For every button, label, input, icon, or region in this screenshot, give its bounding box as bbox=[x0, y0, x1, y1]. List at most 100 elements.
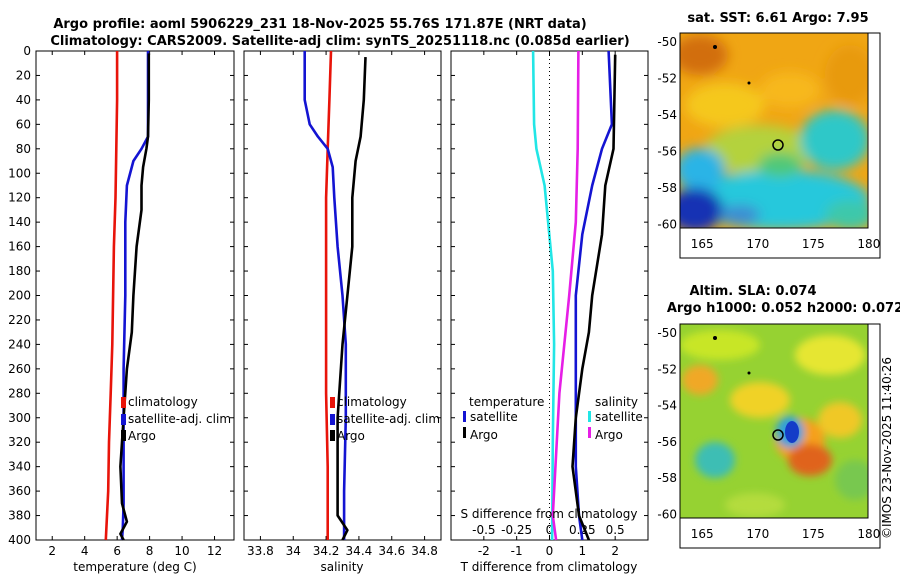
depth-tick-label: 260 bbox=[8, 362, 31, 376]
depth-tick-label: 60 bbox=[16, 117, 31, 131]
legend-label-s-satellite: satellite bbox=[595, 410, 643, 424]
depth-tick-label: 200 bbox=[8, 289, 31, 303]
legend-label-t-argo: Argo bbox=[470, 428, 498, 442]
main-title: Argo profile: aoml 5906229_231 18-Nov-20… bbox=[53, 17, 586, 32]
depth-tick-label: 280 bbox=[8, 386, 31, 400]
float-track-sst bbox=[713, 45, 717, 49]
map-lon-tick: 165 bbox=[691, 527, 714, 541]
map-lon-tick: 180 bbox=[857, 237, 880, 251]
legend-swatch-argo bbox=[121, 430, 126, 441]
map-lat-tick: -54 bbox=[657, 108, 677, 122]
t-difference-axis-label: T difference from climatology bbox=[460, 560, 638, 574]
map-lat-tick: -60 bbox=[657, 507, 677, 521]
x-tick-label: 34 bbox=[286, 544, 301, 558]
map-lat-tick: -56 bbox=[657, 144, 677, 158]
series-line-argo bbox=[336, 57, 367, 541]
x2-tick-label: 0 bbox=[546, 523, 554, 537]
depth-tick-label: 320 bbox=[8, 435, 31, 449]
x-tick-label: 10 bbox=[174, 544, 189, 558]
depth-tick-label: 300 bbox=[8, 411, 31, 425]
series-line-climatology bbox=[324, 50, 333, 540]
sst-map-title: sat. SST: 6.61 Argo: 7.95 bbox=[687, 11, 868, 26]
temperature-axis-label: temperature (deg C) bbox=[73, 560, 196, 574]
map-axes-box bbox=[679, 323, 881, 549]
legend-swatch-climatology bbox=[330, 397, 335, 408]
argo-float-location-sla bbox=[772, 429, 784, 441]
legend-swatch-t-argo bbox=[463, 427, 466, 438]
legend-label-t-satellite: satellite bbox=[470, 410, 518, 424]
legend-header-salinity: salinity bbox=[595, 395, 638, 409]
depth-tick-label: 160 bbox=[8, 240, 31, 254]
x2-tick-label: -0.5 bbox=[472, 523, 495, 537]
s-difference-axis-label: S difference from climatology bbox=[461, 507, 638, 521]
sst-map-image bbox=[680, 33, 868, 228]
x-tick-label: 6 bbox=[113, 544, 121, 558]
map-lat-tick: -54 bbox=[657, 399, 677, 413]
argo-float-location-sst bbox=[772, 139, 784, 151]
temperature-plot: 2 4 6 8 10 12 bbox=[48, 51, 222, 558]
sla-map-subtitle: Argo h1000: 0.052 h2000: 0.072 bbox=[667, 301, 900, 316]
series-line-argo bbox=[119, 53, 151, 541]
map-lat-tick: -50 bbox=[657, 35, 677, 49]
map-lon-tick: 165 bbox=[691, 237, 714, 251]
x-tick-label: 0 bbox=[546, 544, 554, 558]
legend-label-satellite-adj: satellite-adj. clim bbox=[128, 412, 231, 426]
depth-tick-label: 20 bbox=[16, 68, 31, 82]
map-lon-tick: 170 bbox=[746, 527, 769, 541]
series-line-climatology bbox=[104, 51, 119, 541]
legend-swatch-climatology bbox=[121, 397, 126, 408]
depth-tick-label: 360 bbox=[8, 484, 31, 498]
legend-label-climatology: climatology bbox=[337, 395, 407, 409]
nearby-float-sst bbox=[747, 81, 751, 85]
series-line-salinity-satellite bbox=[531, 50, 556, 541]
x-tick-label: -2 bbox=[478, 544, 490, 558]
series-line-salinity-argo bbox=[551, 50, 580, 541]
difference-plot: -2 -1 0 1 2 -0.5 -0.25 0 0.25 0.5 bbox=[472, 50, 625, 558]
sla-map-axes: 165 170 175 180 -50 -52 -54 -56 -58 -60 bbox=[657, 323, 881, 549]
series-line-satellite-adj-clim bbox=[303, 51, 348, 540]
depth-tick-label: 80 bbox=[16, 142, 31, 156]
float-track-sla bbox=[713, 336, 717, 340]
imos-credit: ©IMOS 23-Nov-2025 11:40:26 bbox=[880, 357, 894, 539]
depth-tick-label: 100 bbox=[8, 166, 31, 180]
x-tick-label: 1 bbox=[579, 544, 587, 558]
x-tick-label: -1 bbox=[511, 544, 523, 558]
x-tick-label: 4 bbox=[81, 544, 89, 558]
sst-map-axes: 165 170 175 180 -50 -52 -54 -56 -58 -60 bbox=[657, 32, 881, 259]
salinity-axis-label: salinity bbox=[320, 560, 363, 574]
depth-axis: 0 20 40 60 80 100 120 140 160 180 200 220 240 260 280 3… bbox=[8, 44, 648, 547]
x-tick-label: 2 bbox=[48, 544, 56, 558]
x-tick-label: 8 bbox=[146, 544, 154, 558]
depth-tick-label: 40 bbox=[16, 93, 31, 107]
depth-tick-label: 180 bbox=[8, 264, 31, 278]
map-lon-tick: 180 bbox=[857, 527, 880, 541]
temperature-legend: climatology satellite-adj. clim Argo bbox=[121, 395, 231, 443]
map-lon-tick: 175 bbox=[802, 527, 825, 541]
temperature-panel bbox=[35, 50, 235, 541]
legend-swatch-argo bbox=[330, 430, 335, 441]
depth-tick-label: 140 bbox=[8, 215, 31, 229]
depth-tick-label: 340 bbox=[8, 460, 31, 474]
legend-label-s-argo: Argo bbox=[595, 428, 623, 442]
series-line-temperature-argo bbox=[571, 54, 617, 541]
map-lat-tick: -56 bbox=[657, 435, 677, 449]
legend-swatch-s-argo bbox=[588, 427, 591, 438]
depth-tick-label: 400 bbox=[8, 533, 31, 547]
map-lon-tick: 175 bbox=[802, 237, 825, 251]
legend-label-argo: Argo bbox=[337, 429, 365, 443]
depth-tick-label: 240 bbox=[8, 337, 31, 351]
legend-swatch-satellite-adj bbox=[330, 414, 335, 425]
x2-tick-label: 0.25 bbox=[569, 523, 596, 537]
legend-swatch-s-satellite bbox=[588, 411, 591, 422]
map-lat-tick: -52 bbox=[657, 72, 677, 86]
legend-label-climatology: climatology bbox=[128, 395, 198, 409]
main-subtitle: Climatology: CARS2009. Satellite-adj cli… bbox=[50, 34, 629, 49]
sla-map-title: Altim. SLA: 0.074 bbox=[690, 284, 817, 299]
depth-tick-label: 220 bbox=[8, 313, 31, 327]
map-lat-tick: -50 bbox=[657, 326, 677, 340]
map-lat-tick: -52 bbox=[657, 362, 677, 376]
legend-swatch-satellite-adj bbox=[121, 414, 126, 425]
difference-legend: temperature satellite Argo salinity sate… bbox=[463, 395, 643, 442]
legend-label-satellite-adj: satellite-adj. clim bbox=[337, 412, 440, 426]
